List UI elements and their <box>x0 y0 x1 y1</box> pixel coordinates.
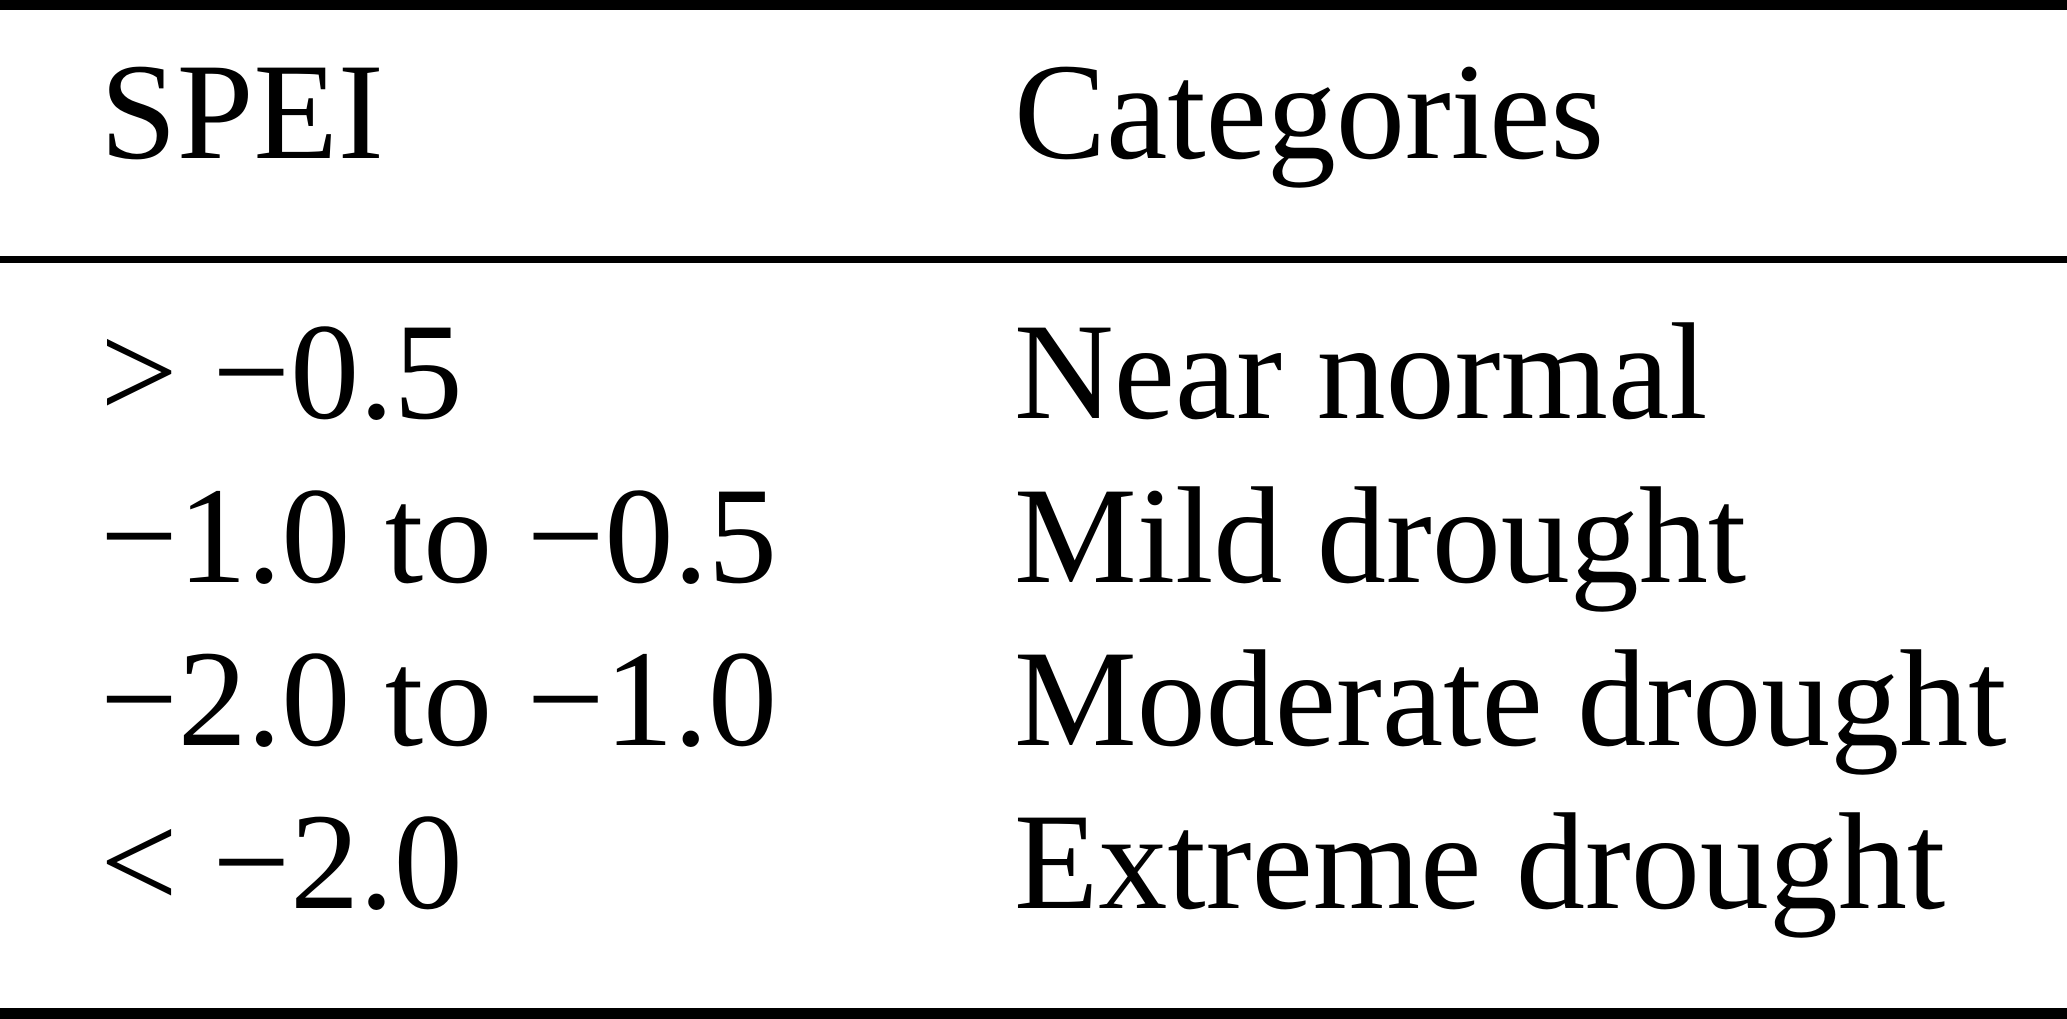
table-row: > −0.5 Near normal <box>0 260 2067 454</box>
spei-cell: > −0.5 <box>100 295 463 448</box>
table-row: −1.0 to −0.5 Mild drought <box>0 454 2067 617</box>
category-cell: Mild drought <box>1014 458 1747 612</box>
category-cell: Near normal <box>1014 295 1708 448</box>
column-header-categories: Categories <box>1014 5 2067 263</box>
spei-cell: < −2.0 <box>100 785 463 939</box>
header-row: SPEI Categories <box>0 5 2067 263</box>
table-row: −2.0 to −1.0 Moderate drought <box>0 617 2067 780</box>
table-row: < −2.0 Extreme drought <box>0 780 2067 1013</box>
category-cell: Moderate drought <box>1014 621 2007 775</box>
spei-cell: −2.0 to −1.0 <box>100 621 777 775</box>
spei-cell: −1.0 to −0.5 <box>100 458 777 612</box>
category-cell: Extreme drought <box>1014 785 1946 939</box>
column-header-spei: SPEI <box>0 5 1014 263</box>
